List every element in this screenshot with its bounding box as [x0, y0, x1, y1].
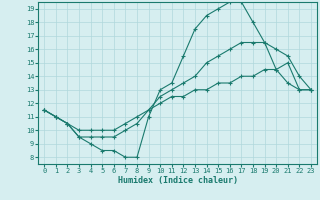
X-axis label: Humidex (Indice chaleur): Humidex (Indice chaleur) — [118, 176, 238, 185]
